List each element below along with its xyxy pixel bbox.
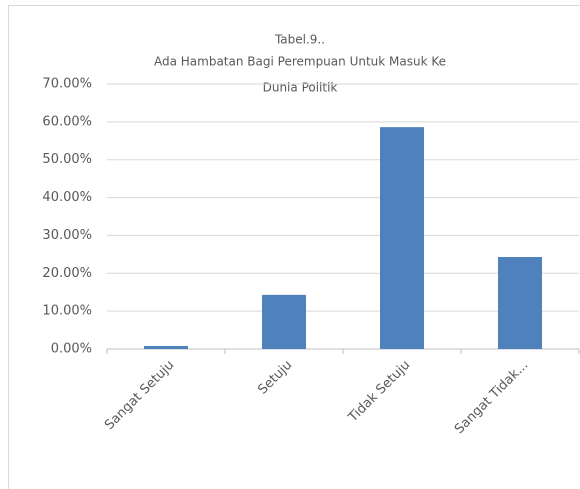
chart-frame [8,5,580,489]
y-tick-label: 40.00% [42,190,92,205]
chart-title: Tabel.9.. [274,33,325,47]
chart-subtitle: Ada Hambatan Bagi Perempuan Untuk Masuk … [154,55,446,69]
bar [380,127,424,350]
bar [144,345,188,349]
bar [498,257,542,349]
y-tick-label: 60.00% [42,114,92,129]
y-tick-label: 10.00% [42,304,92,319]
chart-subtitle: Dunia Politik [263,81,338,95]
y-tick-label: 50.00% [42,152,92,167]
y-tick-label: 70.00% [42,77,92,92]
y-tick-label: 0.00% [51,342,92,357]
y-tick-label: 20.00% [42,266,92,281]
y-tick-label: 30.00% [42,228,92,243]
bar [262,294,306,349]
